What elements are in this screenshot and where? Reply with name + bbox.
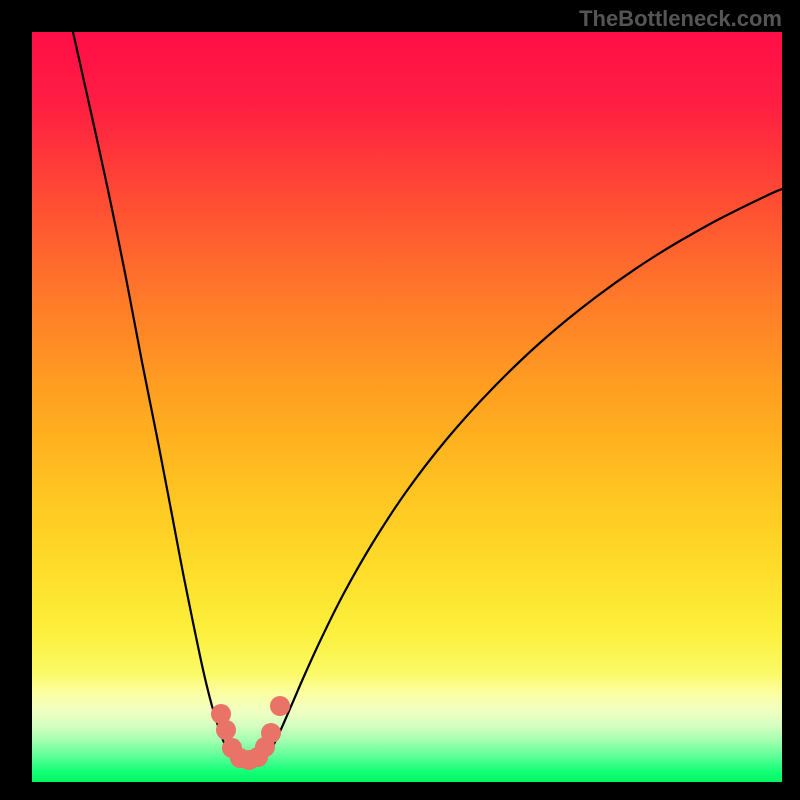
chart-canvas xyxy=(0,0,800,800)
valley-marker xyxy=(261,723,281,743)
valley-marker xyxy=(216,720,236,740)
gradient-background xyxy=(32,32,782,782)
valley-marker xyxy=(270,696,290,716)
watermark-text: TheBottleneck.com xyxy=(579,6,782,31)
watermark-label: TheBottleneck.com xyxy=(579,6,782,32)
